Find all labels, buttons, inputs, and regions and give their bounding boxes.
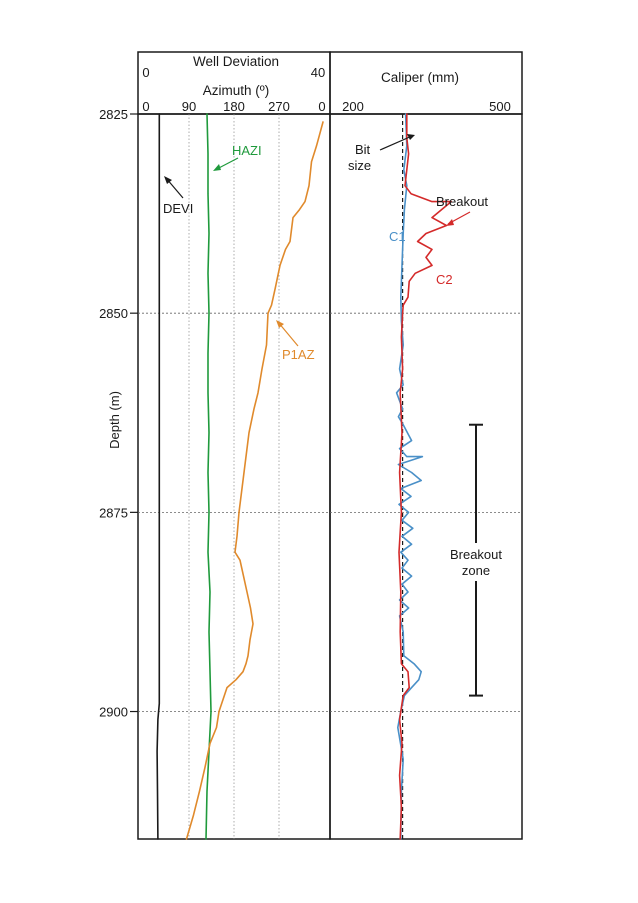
depth-tick-label: 2850: [99, 306, 128, 321]
c2-label: C2: [436, 272, 453, 287]
annotation-arrows: [164, 134, 471, 347]
size-label: size: [348, 158, 371, 173]
caliper-title: Caliper (mm): [381, 70, 459, 85]
azimuth-tick-label: 0: [142, 99, 149, 114]
caliper-min-label: 200: [342, 99, 364, 114]
hazi-arrowhead: [213, 164, 221, 171]
azimuth-tick-labels: 0 90 180 270 0: [142, 99, 325, 114]
azimuth-tick-label: 270: [268, 99, 290, 114]
depth-axis-label: Depth (m): [107, 391, 122, 449]
hazi-label: HAZI: [232, 143, 262, 158]
deviation-max-label: 40: [311, 65, 325, 80]
series-line-p1az: [185, 121, 324, 840]
breakout-label: Breakout: [436, 194, 488, 209]
breakout-arrowhead: [446, 219, 454, 226]
devi-arrowhead: [164, 176, 172, 184]
c1-label: C1: [389, 229, 406, 244]
right-track-frame: [329, 113, 523, 840]
azimuth-title: Azimuth (º): [203, 83, 269, 98]
series-line-hazi: [205, 113, 212, 840]
breakout-zone-bracket: [469, 423, 483, 697]
p1az-label: P1AZ: [282, 347, 315, 362]
devi-label: DEVI: [163, 201, 193, 216]
series-line-devi: [156, 113, 161, 840]
breakout-zone-label-2: zone: [462, 563, 490, 578]
depth-tick-label: 2900: [99, 705, 128, 720]
depth-tick-label: 2825: [99, 107, 128, 122]
series-line-c2: [398, 113, 453, 840]
bitsize-arrowhead: [407, 134, 415, 140]
bit-label: Bit: [355, 142, 371, 157]
azimuth-tick-label: 90: [182, 99, 196, 114]
depth-tick-labels: 2825 2850 2875 2900: [99, 107, 138, 720]
deviation-title: Well Deviation: [193, 54, 279, 69]
caliper-max-label: 500: [489, 99, 511, 114]
depth-tick-label: 2875: [99, 505, 128, 520]
bitsize-arrow: [379, 135, 413, 151]
azimuth-tick-label: 180: [223, 99, 245, 114]
p1az-arrowhead: [276, 320, 284, 328]
azimuth-tick-label: 0: [318, 99, 325, 114]
breakout-zone-label-1: Breakout: [450, 547, 502, 562]
deviation-min-label: 0: [142, 65, 149, 80]
series-layer: [156, 113, 453, 840]
